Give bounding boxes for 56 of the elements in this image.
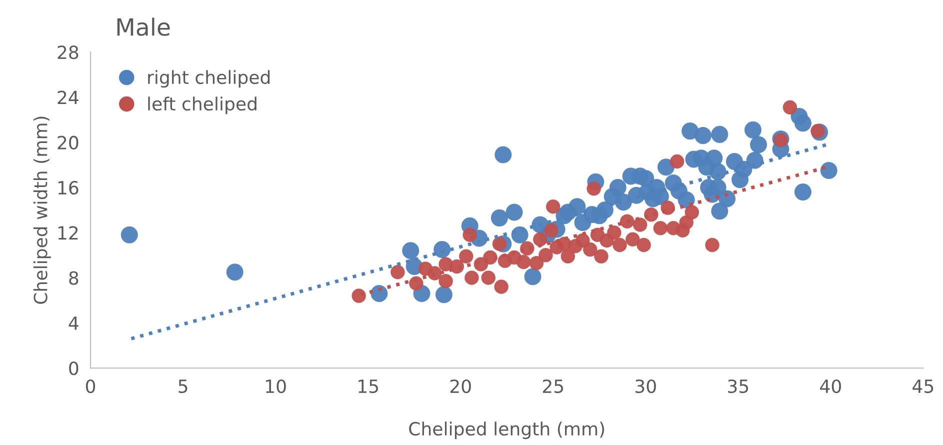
point <box>684 205 700 220</box>
point <box>529 256 544 270</box>
point <box>612 238 627 252</box>
point <box>462 228 477 242</box>
y-tick-label: 24 <box>58 90 78 104</box>
x-axis-title: Cheliped length (mm) <box>409 422 604 440</box>
point <box>560 249 576 264</box>
point <box>586 181 601 196</box>
point <box>546 200 560 214</box>
point <box>538 248 553 262</box>
point <box>533 232 548 246</box>
x-tick-label: 20 <box>450 379 471 394</box>
point <box>782 100 798 114</box>
point <box>459 249 474 264</box>
x-tick-label: 35 <box>728 379 748 394</box>
point <box>676 223 690 238</box>
y-tick-label: 0 <box>69 361 78 376</box>
point <box>810 124 825 138</box>
y-tick-label: 16 <box>58 180 78 195</box>
y-axis-title: Cheliped width (mm) <box>33 116 51 304</box>
point <box>632 218 648 232</box>
point <box>653 220 668 236</box>
y-tick-label: 28 <box>58 46 78 60</box>
legend-label: right cheliped <box>148 70 270 88</box>
x-tick-label: 10 <box>266 379 286 394</box>
x-tick-label: 30 <box>636 379 656 394</box>
x-tick-label: 25 <box>542 379 564 394</box>
x-tick-label: 5 <box>178 380 188 394</box>
point <box>492 236 507 252</box>
chart-title: Male <box>117 18 170 36</box>
point <box>516 254 531 270</box>
point <box>464 270 479 285</box>
point <box>583 242 598 257</box>
y-tick-label: 4 <box>68 316 78 330</box>
point <box>594 249 608 264</box>
point <box>670 154 684 169</box>
y-tick-label: 20 <box>58 136 78 150</box>
point <box>544 223 558 238</box>
legend-label: left cheliped <box>148 96 256 114</box>
x-tick-label: 40 <box>820 379 841 394</box>
point <box>409 276 424 290</box>
point <box>494 280 508 294</box>
x-tick-label: 45 <box>912 380 934 394</box>
point <box>481 270 496 285</box>
point <box>705 238 720 252</box>
point <box>774 132 788 148</box>
point <box>390 264 405 280</box>
point <box>438 274 453 288</box>
point <box>636 238 651 252</box>
x-tick-label: 0 <box>86 379 96 394</box>
point <box>607 225 622 240</box>
point <box>626 232 640 246</box>
y-tick-label: 8 <box>69 271 78 285</box>
point <box>352 288 366 303</box>
y-tick-label: 12 <box>58 226 78 240</box>
x-tick-label: 15 <box>358 380 378 394</box>
